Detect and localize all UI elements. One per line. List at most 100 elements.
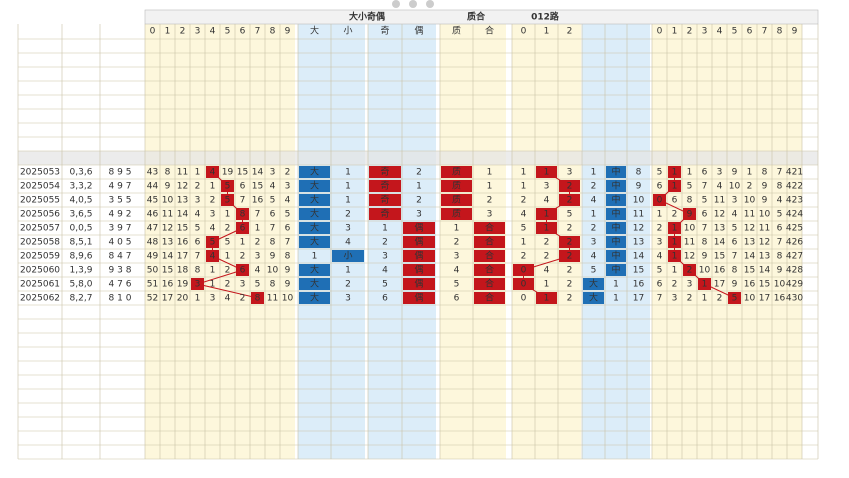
cell-value: 2 (567, 252, 573, 262)
cell-value: 6 (240, 182, 246, 192)
column-header: 6 (747, 27, 753, 37)
cell-value: 12 (714, 210, 725, 220)
cell-value: 大 (310, 166, 319, 178)
cell-value: 3 (687, 280, 693, 290)
column-bg (280, 24, 295, 459)
cell-value: 5 (210, 238, 216, 248)
cell-value: 5 (382, 280, 388, 290)
cell-value: 7 (732, 252, 738, 262)
cell-value: 5 (567, 210, 573, 220)
cell-value: 奇 (380, 194, 389, 206)
hit-cell (559, 236, 580, 248)
cell-value: 3 (732, 196, 738, 206)
cell-value: 45 (147, 196, 158, 206)
cell-value: 合 (485, 222, 494, 234)
cell-value: 5 (702, 196, 708, 206)
hit-cell (206, 250, 219, 262)
column-header: 4 (210, 27, 216, 37)
cell-value: 5 (225, 238, 231, 248)
cell-value: 44 (147, 182, 159, 192)
column-header: 9 (792, 27, 798, 37)
hit-cell (236, 264, 249, 276)
hit-cell (299, 236, 330, 248)
hit-cell (606, 222, 626, 234)
cell-value: 2 (591, 182, 597, 192)
cell-value: 17 (714, 280, 725, 290)
cell-value: 偶 (414, 222, 423, 234)
hit-cell (698, 278, 711, 290)
cell-value: 6 (454, 294, 460, 304)
cell-value: 10 (684, 224, 696, 234)
cell-value: 0 (521, 294, 527, 304)
row-label: 0,0,5 (70, 224, 93, 234)
column-header: 5 (732, 27, 738, 37)
cell-value: 16 (162, 280, 174, 290)
hit-cell (369, 208, 401, 220)
hit-cell (369, 194, 401, 206)
column-bg (742, 24, 757, 459)
hit-cell (191, 278, 204, 290)
cell-value: 19 (177, 280, 189, 290)
cell-value: 13 (759, 252, 770, 262)
hit-cell (513, 278, 534, 290)
cell-value: 2 (567, 266, 573, 276)
cell-value: 4 (210, 168, 216, 178)
cell-value: 1 (240, 238, 246, 248)
hit-cell (536, 208, 557, 220)
column-bg (697, 24, 712, 459)
cell-value: 1 (544, 294, 550, 304)
cell-value: 2 (567, 182, 573, 192)
cell-value: 2 (195, 182, 201, 192)
cell-value: 中 (611, 236, 620, 248)
hit-cell (474, 222, 505, 234)
cell-value: 2 (567, 294, 573, 304)
cell-value: 16 (177, 238, 189, 248)
cell-value: 7 (195, 252, 201, 262)
cell-value: 4 (544, 196, 550, 206)
hit-cell (606, 250, 626, 262)
hit-cell (474, 236, 505, 248)
cell-value: 大 (310, 264, 319, 276)
cell-value: 5 (732, 224, 738, 234)
cell-value: 13 (162, 238, 173, 248)
cell-value: 9 (270, 252, 276, 262)
cell-value: 中 (611, 166, 620, 178)
cell-value: 2 (521, 196, 527, 206)
cell-value: 3 (195, 280, 201, 290)
cell-value: 6 (777, 224, 783, 234)
row-label: 5,8,0 (70, 280, 93, 290)
cell-value: 2 (567, 280, 573, 290)
group-title: 质合 (467, 11, 486, 23)
hit-cell (299, 208, 330, 220)
cell-value: 2 (567, 196, 573, 206)
cell-value: 0 (521, 280, 527, 290)
cell-value: 2 (416, 168, 422, 178)
cell-value: 3 (210, 210, 216, 220)
cell-value: 合 (485, 278, 494, 290)
cell-value: 8 (270, 280, 276, 290)
cell-value: 2 (225, 224, 231, 234)
hit-cell (583, 292, 604, 304)
hit-cell (441, 180, 472, 192)
cell-value: 5 (687, 182, 693, 192)
cell-value: 5 (225, 196, 231, 206)
cell-value: 2 (255, 238, 261, 248)
cell-value: 大 (310, 292, 319, 304)
cell-value: 1 (521, 168, 527, 178)
column-bg (220, 24, 235, 459)
cell-value: 大 (310, 236, 319, 248)
cell-value: 合 (485, 236, 494, 248)
cell-value: 1 (225, 210, 231, 220)
hit-cell (299, 292, 330, 304)
column-bg (145, 24, 160, 459)
cell-value: 50 (147, 266, 159, 276)
hit-cell (221, 194, 234, 206)
cell-value: 中 (611, 250, 620, 262)
column-header: 小 (343, 26, 352, 37)
hit-cell (299, 180, 330, 192)
cell-value: 大 (589, 278, 598, 290)
cell-value: 15 (759, 280, 770, 290)
hit-cell (299, 166, 330, 178)
row-label: 4 7 6 (109, 280, 132, 290)
